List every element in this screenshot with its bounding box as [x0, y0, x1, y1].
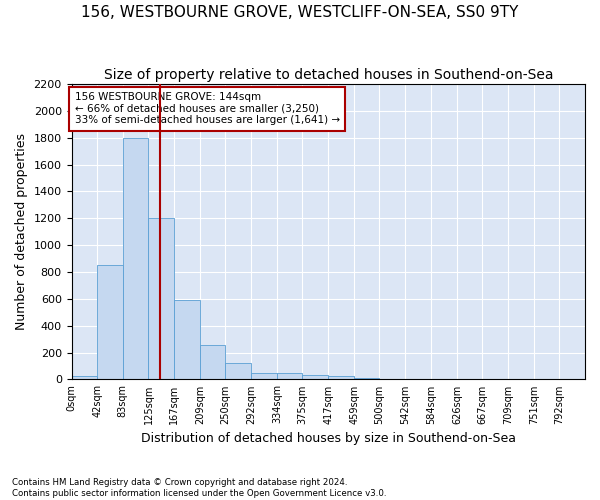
Bar [354, 378, 379, 380]
Bar [328, 376, 354, 380]
Bar [97, 266, 122, 380]
Bar [71, 376, 97, 380]
Y-axis label: Number of detached properties: Number of detached properties [15, 133, 28, 330]
Bar [122, 138, 148, 380]
Bar [302, 375, 328, 380]
Bar [226, 362, 251, 380]
X-axis label: Distribution of detached houses by size in Southend-on-Sea: Distribution of detached houses by size … [141, 432, 516, 445]
Bar [200, 344, 226, 380]
Text: Contains HM Land Registry data © Crown copyright and database right 2024.
Contai: Contains HM Land Registry data © Crown c… [12, 478, 386, 498]
Text: 156, WESTBOURNE GROVE, WESTCLIFF-ON-SEA, SS0 9TY: 156, WESTBOURNE GROVE, WESTCLIFF-ON-SEA,… [82, 5, 518, 20]
Text: 156 WESTBOURNE GROVE: 144sqm
← 66% of detached houses are smaller (3,250)
33% of: 156 WESTBOURNE GROVE: 144sqm ← 66% of de… [74, 92, 340, 126]
Bar [175, 300, 200, 380]
Title: Size of property relative to detached houses in Southend-on-Sea: Size of property relative to detached ho… [104, 68, 553, 82]
Bar [148, 218, 175, 380]
Bar [251, 372, 277, 380]
Bar [277, 374, 302, 380]
